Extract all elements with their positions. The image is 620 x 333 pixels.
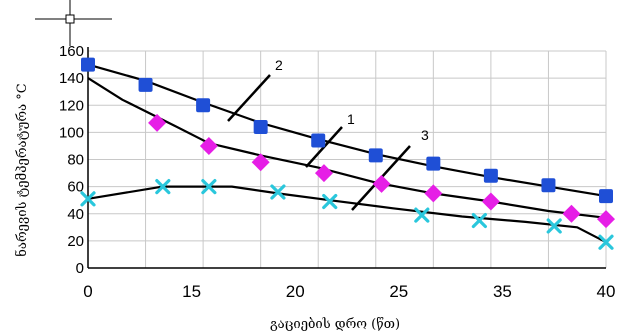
data-point-series-3 xyxy=(471,212,487,229)
data-point-series-1 xyxy=(148,113,167,132)
data-point-series-2 xyxy=(426,156,441,171)
y-tick-label: 140 xyxy=(59,70,84,87)
data-point-series-1 xyxy=(562,204,581,223)
y-tick-label: 100 xyxy=(59,124,84,141)
callout-label-1: 1 xyxy=(347,111,355,127)
axes xyxy=(87,47,606,269)
data-point-series-2 xyxy=(599,189,613,204)
x-tick-label: 20 xyxy=(286,282,305,301)
series-line-1 xyxy=(87,77,607,219)
callout-label-2: 2 xyxy=(275,57,283,73)
data-point-series-2 xyxy=(253,119,268,134)
y-tick-label: 60 xyxy=(67,179,84,196)
y-tick-labels: 0 20 40 60 80 100 120 140 160 xyxy=(59,43,84,277)
data-point-series-2 xyxy=(483,168,498,183)
data-point-series-3 xyxy=(598,234,614,250)
data-point-series-1 xyxy=(424,184,443,203)
crosshair-cursor-icon xyxy=(35,0,112,46)
data-point-series-1 xyxy=(314,164,333,183)
x-tick-label: 35 xyxy=(493,282,512,301)
y-tick-label: 120 xyxy=(59,97,84,114)
data-point-series-1 xyxy=(597,210,615,229)
x-tick-label: 25 xyxy=(389,282,408,301)
y-tick-label: 0 xyxy=(76,260,84,277)
series-line-3 xyxy=(87,185,607,244)
data-point-series-1 xyxy=(251,153,270,172)
callout-leader-2 xyxy=(227,74,271,122)
series-curves xyxy=(87,63,607,244)
data-point-series-1 xyxy=(372,174,391,193)
data-point-series-3 xyxy=(270,184,286,200)
callout-label-3: 3 xyxy=(421,127,429,143)
grid xyxy=(87,50,607,269)
y-tick-label: 20 xyxy=(67,233,84,250)
x-tick-label: 40 xyxy=(597,282,616,301)
x-tick-label: 0 xyxy=(83,282,92,301)
y-tick-label: 80 xyxy=(67,152,84,169)
data-point-series-3 xyxy=(155,179,171,195)
series-line-2 xyxy=(87,63,607,198)
data-point-series-1 xyxy=(481,192,500,211)
data-point-series-2 xyxy=(81,57,95,72)
data-point-series-2 xyxy=(368,148,383,163)
data-point-series-2 xyxy=(138,77,153,92)
data-point-series-2 xyxy=(311,133,326,148)
data-point-series-2 xyxy=(541,178,556,193)
series-markers xyxy=(80,57,615,250)
data-point-series-3 xyxy=(201,179,217,195)
x-axis-title: გაციების დრო (წთ) xyxy=(270,317,400,332)
data-point-series-3 xyxy=(80,191,96,207)
y-tick-label: 40 xyxy=(67,206,84,223)
data-point-series-3 xyxy=(414,207,430,223)
data-point-series-1 xyxy=(199,136,218,155)
y-tick-label: 160 xyxy=(59,43,84,60)
y-axis-title: ნარევის ტემპერატურა °C xyxy=(14,83,30,256)
data-point-series-3 xyxy=(546,218,562,234)
data-point-series-3 xyxy=(322,193,338,210)
x-tick-label: 15 xyxy=(182,282,201,301)
x-tick-labels: 0 15 20 25 35 40 xyxy=(83,282,615,301)
data-point-series-2 xyxy=(196,98,211,113)
